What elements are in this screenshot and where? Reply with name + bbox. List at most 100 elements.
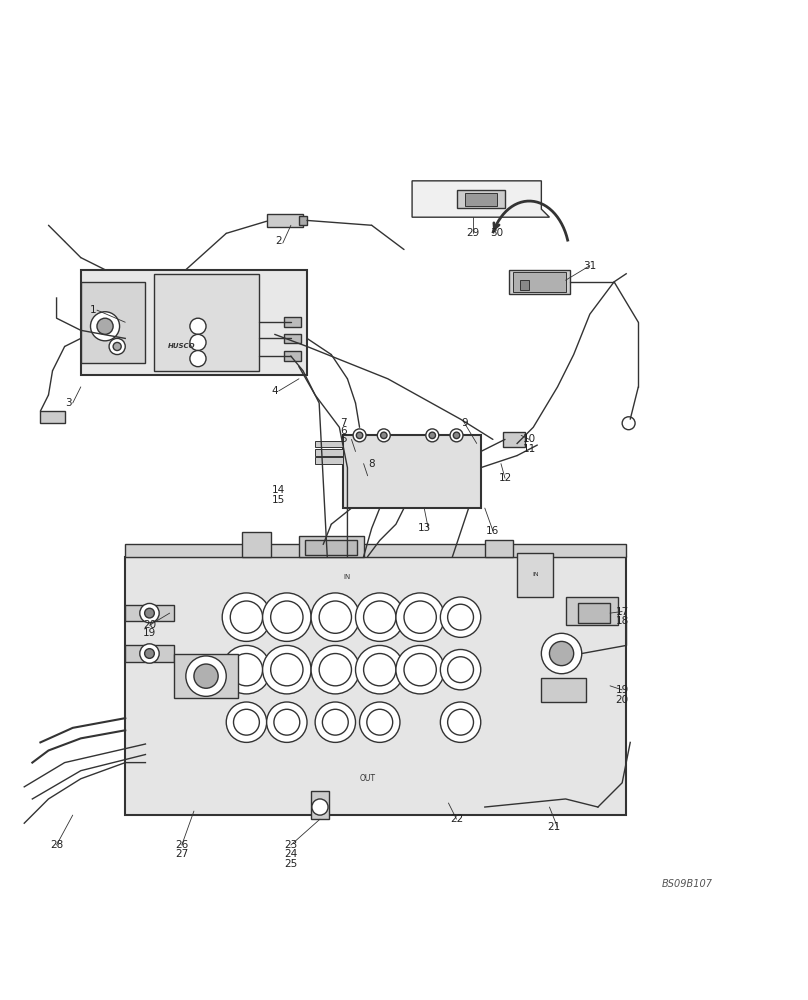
Circle shape bbox=[453, 432, 460, 439]
Circle shape bbox=[140, 644, 159, 663]
Text: 9: 9 bbox=[461, 418, 468, 428]
Bar bbox=[81, 282, 145, 363]
Circle shape bbox=[194, 664, 218, 688]
Circle shape bbox=[319, 601, 351, 633]
Text: OUT: OUT bbox=[360, 774, 376, 783]
Bar bbox=[299, 216, 307, 225]
Circle shape bbox=[426, 429, 439, 442]
Bar bbox=[509, 270, 570, 294]
Text: 7: 7 bbox=[340, 418, 347, 428]
Text: 3: 3 bbox=[65, 398, 72, 408]
Bar bbox=[267, 214, 303, 227]
Circle shape bbox=[381, 432, 387, 439]
Circle shape bbox=[190, 351, 206, 367]
Text: IN: IN bbox=[344, 574, 351, 580]
Circle shape bbox=[396, 645, 444, 694]
Circle shape bbox=[222, 593, 271, 641]
Text: BS09B107: BS09B107 bbox=[661, 879, 713, 889]
Bar bbox=[513, 272, 566, 292]
Circle shape bbox=[622, 417, 635, 430]
Text: 23: 23 bbox=[284, 840, 297, 850]
Bar bbox=[566, 597, 618, 625]
Text: 25: 25 bbox=[284, 859, 297, 869]
Bar bbox=[125, 645, 174, 662]
Circle shape bbox=[448, 657, 473, 683]
Text: 29: 29 bbox=[466, 228, 479, 238]
Bar bbox=[315, 457, 343, 464]
Text: 5: 5 bbox=[340, 434, 347, 444]
Circle shape bbox=[190, 334, 206, 351]
Bar bbox=[485, 540, 513, 557]
Circle shape bbox=[440, 702, 481, 742]
Circle shape bbox=[319, 654, 351, 686]
Circle shape bbox=[113, 342, 121, 351]
Text: 6: 6 bbox=[340, 426, 347, 436]
Circle shape bbox=[448, 604, 473, 630]
Text: 17: 17 bbox=[616, 607, 629, 617]
Circle shape bbox=[360, 702, 400, 742]
Circle shape bbox=[274, 709, 300, 735]
Bar bbox=[125, 605, 174, 621]
Circle shape bbox=[322, 709, 348, 735]
Text: 4: 4 bbox=[271, 386, 278, 396]
Circle shape bbox=[145, 649, 154, 658]
Bar bbox=[311, 791, 329, 819]
Circle shape bbox=[404, 654, 436, 686]
Circle shape bbox=[356, 645, 404, 694]
Text: 18: 18 bbox=[616, 616, 629, 626]
Circle shape bbox=[263, 645, 311, 694]
Bar bbox=[174, 654, 238, 698]
Bar bbox=[520, 280, 529, 290]
Circle shape bbox=[109, 338, 125, 355]
Circle shape bbox=[145, 608, 154, 618]
Circle shape bbox=[226, 702, 267, 742]
Circle shape bbox=[377, 429, 390, 442]
Circle shape bbox=[311, 645, 360, 694]
Bar bbox=[315, 449, 343, 456]
Bar bbox=[154, 274, 259, 371]
Text: 12: 12 bbox=[499, 473, 511, 483]
Bar bbox=[541, 678, 586, 702]
Bar bbox=[305, 540, 357, 555]
Bar bbox=[40, 411, 65, 423]
Text: 30: 30 bbox=[490, 228, 503, 238]
Circle shape bbox=[450, 429, 463, 442]
Circle shape bbox=[404, 601, 436, 633]
Circle shape bbox=[234, 709, 259, 735]
Text: 22: 22 bbox=[450, 814, 463, 824]
Circle shape bbox=[356, 593, 404, 641]
Bar bbox=[578, 603, 610, 623]
Circle shape bbox=[267, 702, 307, 742]
Circle shape bbox=[186, 656, 226, 696]
Text: 19: 19 bbox=[616, 685, 629, 695]
Bar bbox=[284, 351, 301, 361]
Bar bbox=[299, 536, 364, 557]
Circle shape bbox=[549, 641, 574, 666]
Circle shape bbox=[222, 645, 271, 694]
Bar bbox=[284, 334, 301, 343]
Circle shape bbox=[353, 429, 366, 442]
Text: 26: 26 bbox=[175, 840, 188, 850]
Text: 15: 15 bbox=[272, 495, 285, 505]
Text: 21: 21 bbox=[547, 822, 560, 832]
Bar bbox=[457, 190, 505, 208]
Text: 1: 1 bbox=[90, 305, 96, 315]
Polygon shape bbox=[412, 181, 549, 217]
Text: 16: 16 bbox=[486, 526, 499, 536]
Text: 31: 31 bbox=[583, 261, 596, 271]
Bar bbox=[315, 441, 343, 447]
Circle shape bbox=[230, 601, 263, 633]
Circle shape bbox=[448, 709, 473, 735]
Bar bbox=[503, 432, 525, 447]
Text: 19: 19 bbox=[143, 628, 156, 638]
Circle shape bbox=[364, 601, 396, 633]
Bar bbox=[242, 532, 271, 557]
Circle shape bbox=[271, 654, 303, 686]
Circle shape bbox=[271, 601, 303, 633]
Bar bbox=[517, 553, 553, 597]
Circle shape bbox=[367, 709, 393, 735]
Text: 20: 20 bbox=[143, 620, 156, 630]
Circle shape bbox=[364, 654, 396, 686]
Text: 2: 2 bbox=[276, 236, 282, 246]
Text: IN: IN bbox=[532, 572, 539, 577]
